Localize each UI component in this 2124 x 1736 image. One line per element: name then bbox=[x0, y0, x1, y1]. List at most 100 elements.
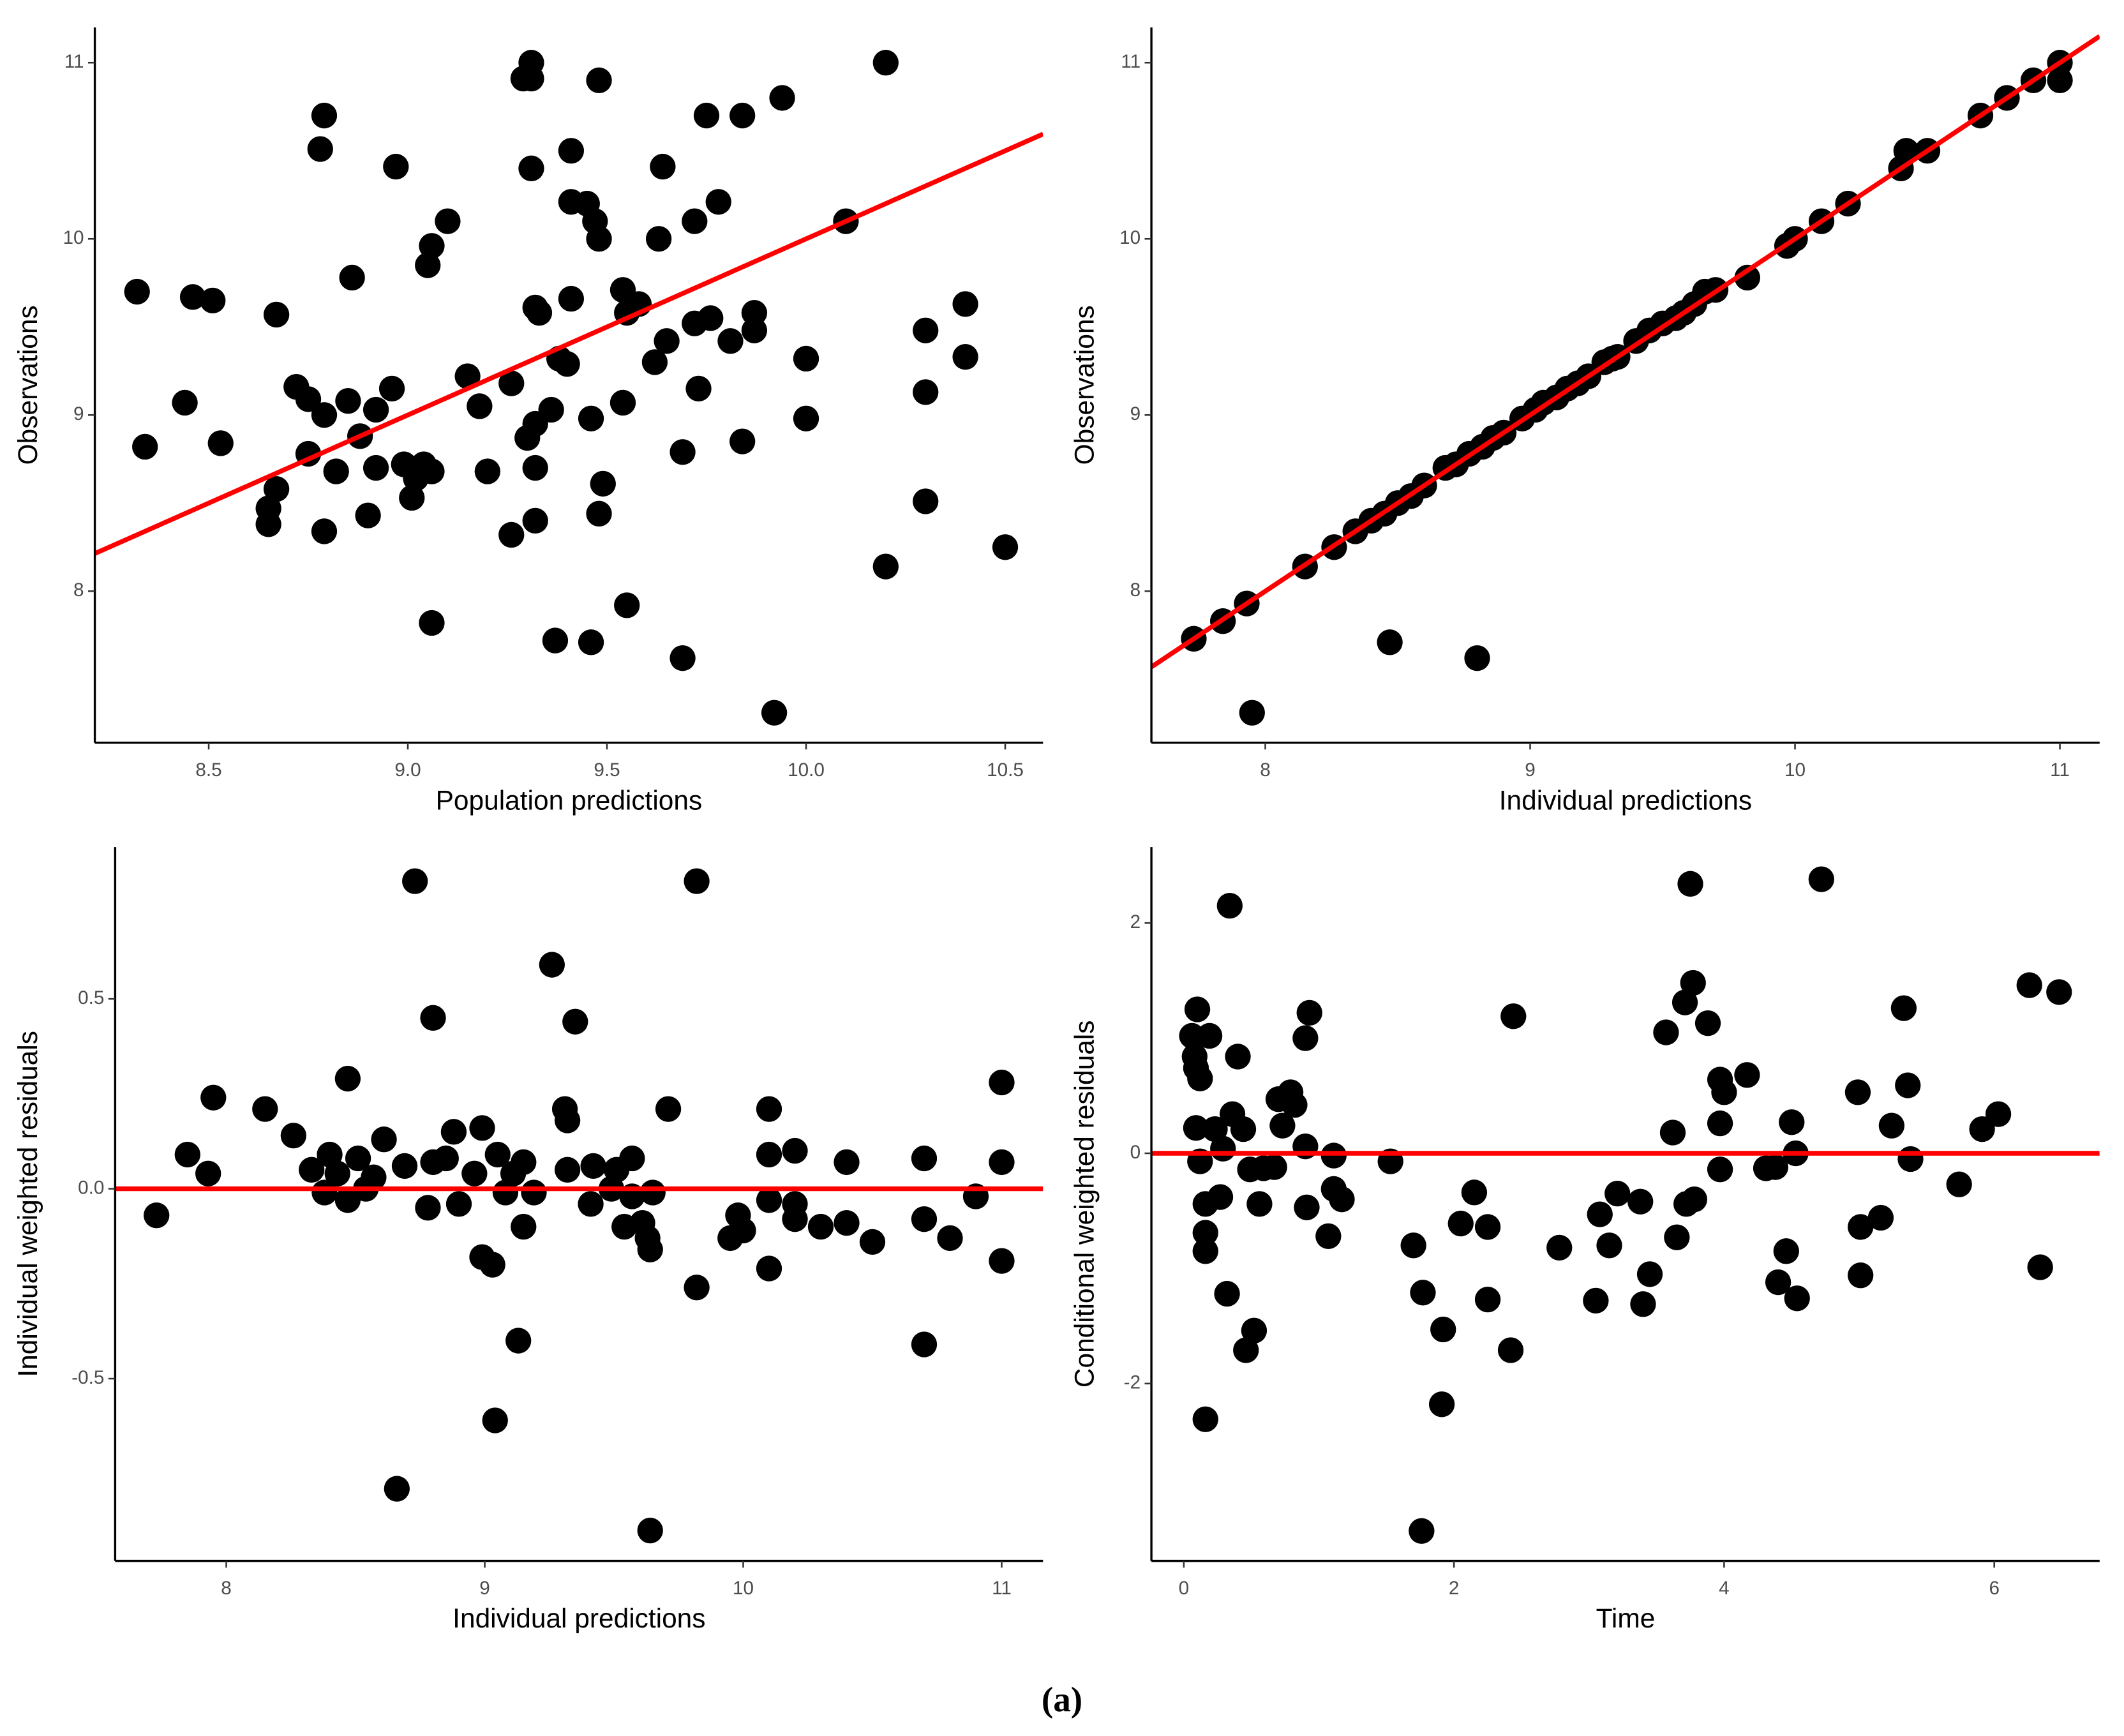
point bbox=[952, 291, 978, 317]
point bbox=[295, 386, 322, 412]
y-tick-label: -0.5 bbox=[71, 1367, 104, 1388]
x-tick-label: 10.5 bbox=[987, 760, 1024, 781]
point bbox=[1627, 1188, 1654, 1215]
point bbox=[419, 458, 445, 484]
point bbox=[1848, 1214, 1874, 1240]
point bbox=[402, 868, 428, 894]
point bbox=[637, 1236, 663, 1262]
point bbox=[741, 317, 768, 343]
point bbox=[419, 233, 445, 259]
point bbox=[682, 208, 708, 234]
point bbox=[311, 1179, 338, 1206]
point bbox=[207, 430, 234, 456]
point bbox=[2046, 979, 2072, 1005]
point bbox=[619, 1145, 645, 1172]
point bbox=[263, 301, 290, 328]
reference-line bbox=[1151, 34, 2100, 670]
x-tick-label: 2 bbox=[1449, 1578, 1460, 1599]
point bbox=[200, 1084, 227, 1111]
point bbox=[1187, 1065, 1213, 1091]
point bbox=[1428, 1391, 1455, 1418]
point bbox=[756, 1187, 782, 1213]
point bbox=[1680, 969, 1706, 996]
y-tick-label: 11 bbox=[1121, 51, 1141, 72]
x-tick-label: 8 bbox=[1260, 760, 1271, 781]
point bbox=[586, 67, 612, 93]
x-tick-label: 6 bbox=[1989, 1578, 2000, 1599]
x-tick-label: 9 bbox=[479, 1578, 490, 1599]
point bbox=[614, 592, 640, 618]
point bbox=[124, 278, 150, 305]
point bbox=[717, 328, 744, 354]
point bbox=[255, 511, 281, 537]
point bbox=[1241, 1317, 1268, 1343]
point bbox=[1672, 989, 1698, 1015]
point bbox=[195, 1160, 221, 1186]
panel: 8.5 9.0 9.5 10.0 10.5 8 9 10 11 Population predic… bbox=[13, 27, 1043, 815]
point bbox=[1500, 1003, 1527, 1029]
point bbox=[782, 1137, 808, 1164]
point bbox=[641, 349, 668, 375]
point bbox=[729, 102, 756, 129]
point bbox=[323, 458, 349, 484]
point bbox=[1636, 1261, 1663, 1287]
point bbox=[311, 102, 338, 129]
point bbox=[1985, 1101, 2012, 1127]
point bbox=[913, 317, 939, 343]
point bbox=[684, 868, 710, 894]
point bbox=[872, 553, 899, 580]
point bbox=[1183, 1115, 1209, 1141]
point bbox=[1474, 1286, 1501, 1313]
point bbox=[334, 1065, 361, 1092]
y-tick-label: 8 bbox=[1130, 580, 1141, 601]
point bbox=[1583, 1287, 1609, 1314]
point bbox=[433, 1145, 459, 1172]
point bbox=[1192, 1238, 1218, 1264]
x-tick-label: 9 bbox=[1525, 760, 1536, 781]
point bbox=[174, 1141, 200, 1168]
caption: (a) bbox=[1042, 1680, 1082, 1719]
y-tick-label: 10 bbox=[63, 227, 84, 248]
point bbox=[538, 396, 564, 423]
point bbox=[1890, 995, 1917, 1021]
point bbox=[1296, 999, 1322, 1026]
point bbox=[655, 1096, 682, 1122]
point bbox=[484, 1141, 511, 1168]
point bbox=[558, 285, 585, 312]
point bbox=[1596, 1232, 1622, 1259]
point bbox=[1447, 1210, 1474, 1237]
point bbox=[669, 645, 696, 671]
point bbox=[654, 328, 680, 354]
point bbox=[1677, 871, 1703, 897]
point bbox=[639, 1179, 666, 1206]
panel: 8 9 10 11 8 9 10 11 Individual predictions Observ… bbox=[1069, 27, 2100, 815]
point bbox=[1734, 264, 1761, 291]
point bbox=[562, 1008, 588, 1035]
x-tick-label: 4 bbox=[1719, 1578, 1730, 1599]
point bbox=[420, 1005, 446, 1031]
point bbox=[1664, 1224, 1690, 1250]
x-tick-label: 8.5 bbox=[195, 760, 221, 781]
point bbox=[1867, 1204, 1894, 1231]
point bbox=[1878, 1112, 1905, 1139]
point bbox=[252, 1096, 278, 1122]
point bbox=[522, 507, 548, 534]
point bbox=[1292, 1025, 1319, 1051]
point bbox=[554, 1107, 581, 1134]
point bbox=[756, 1141, 782, 1168]
point bbox=[834, 1209, 860, 1236]
point bbox=[554, 351, 580, 377]
point bbox=[1895, 1072, 1921, 1098]
x-tick-label: 9.0 bbox=[394, 760, 421, 781]
y-tick-label: 2 bbox=[1130, 911, 1141, 932]
point bbox=[729, 428, 756, 454]
x-tick-label: 11 bbox=[992, 1578, 1012, 1599]
point bbox=[415, 252, 441, 278]
y-tick-label: 9 bbox=[1130, 403, 1141, 424]
y-axis-label: Conditional weighted residuals bbox=[1069, 1021, 1099, 1388]
point bbox=[911, 1331, 938, 1358]
point bbox=[1779, 1109, 1805, 1135]
point bbox=[419, 610, 445, 636]
